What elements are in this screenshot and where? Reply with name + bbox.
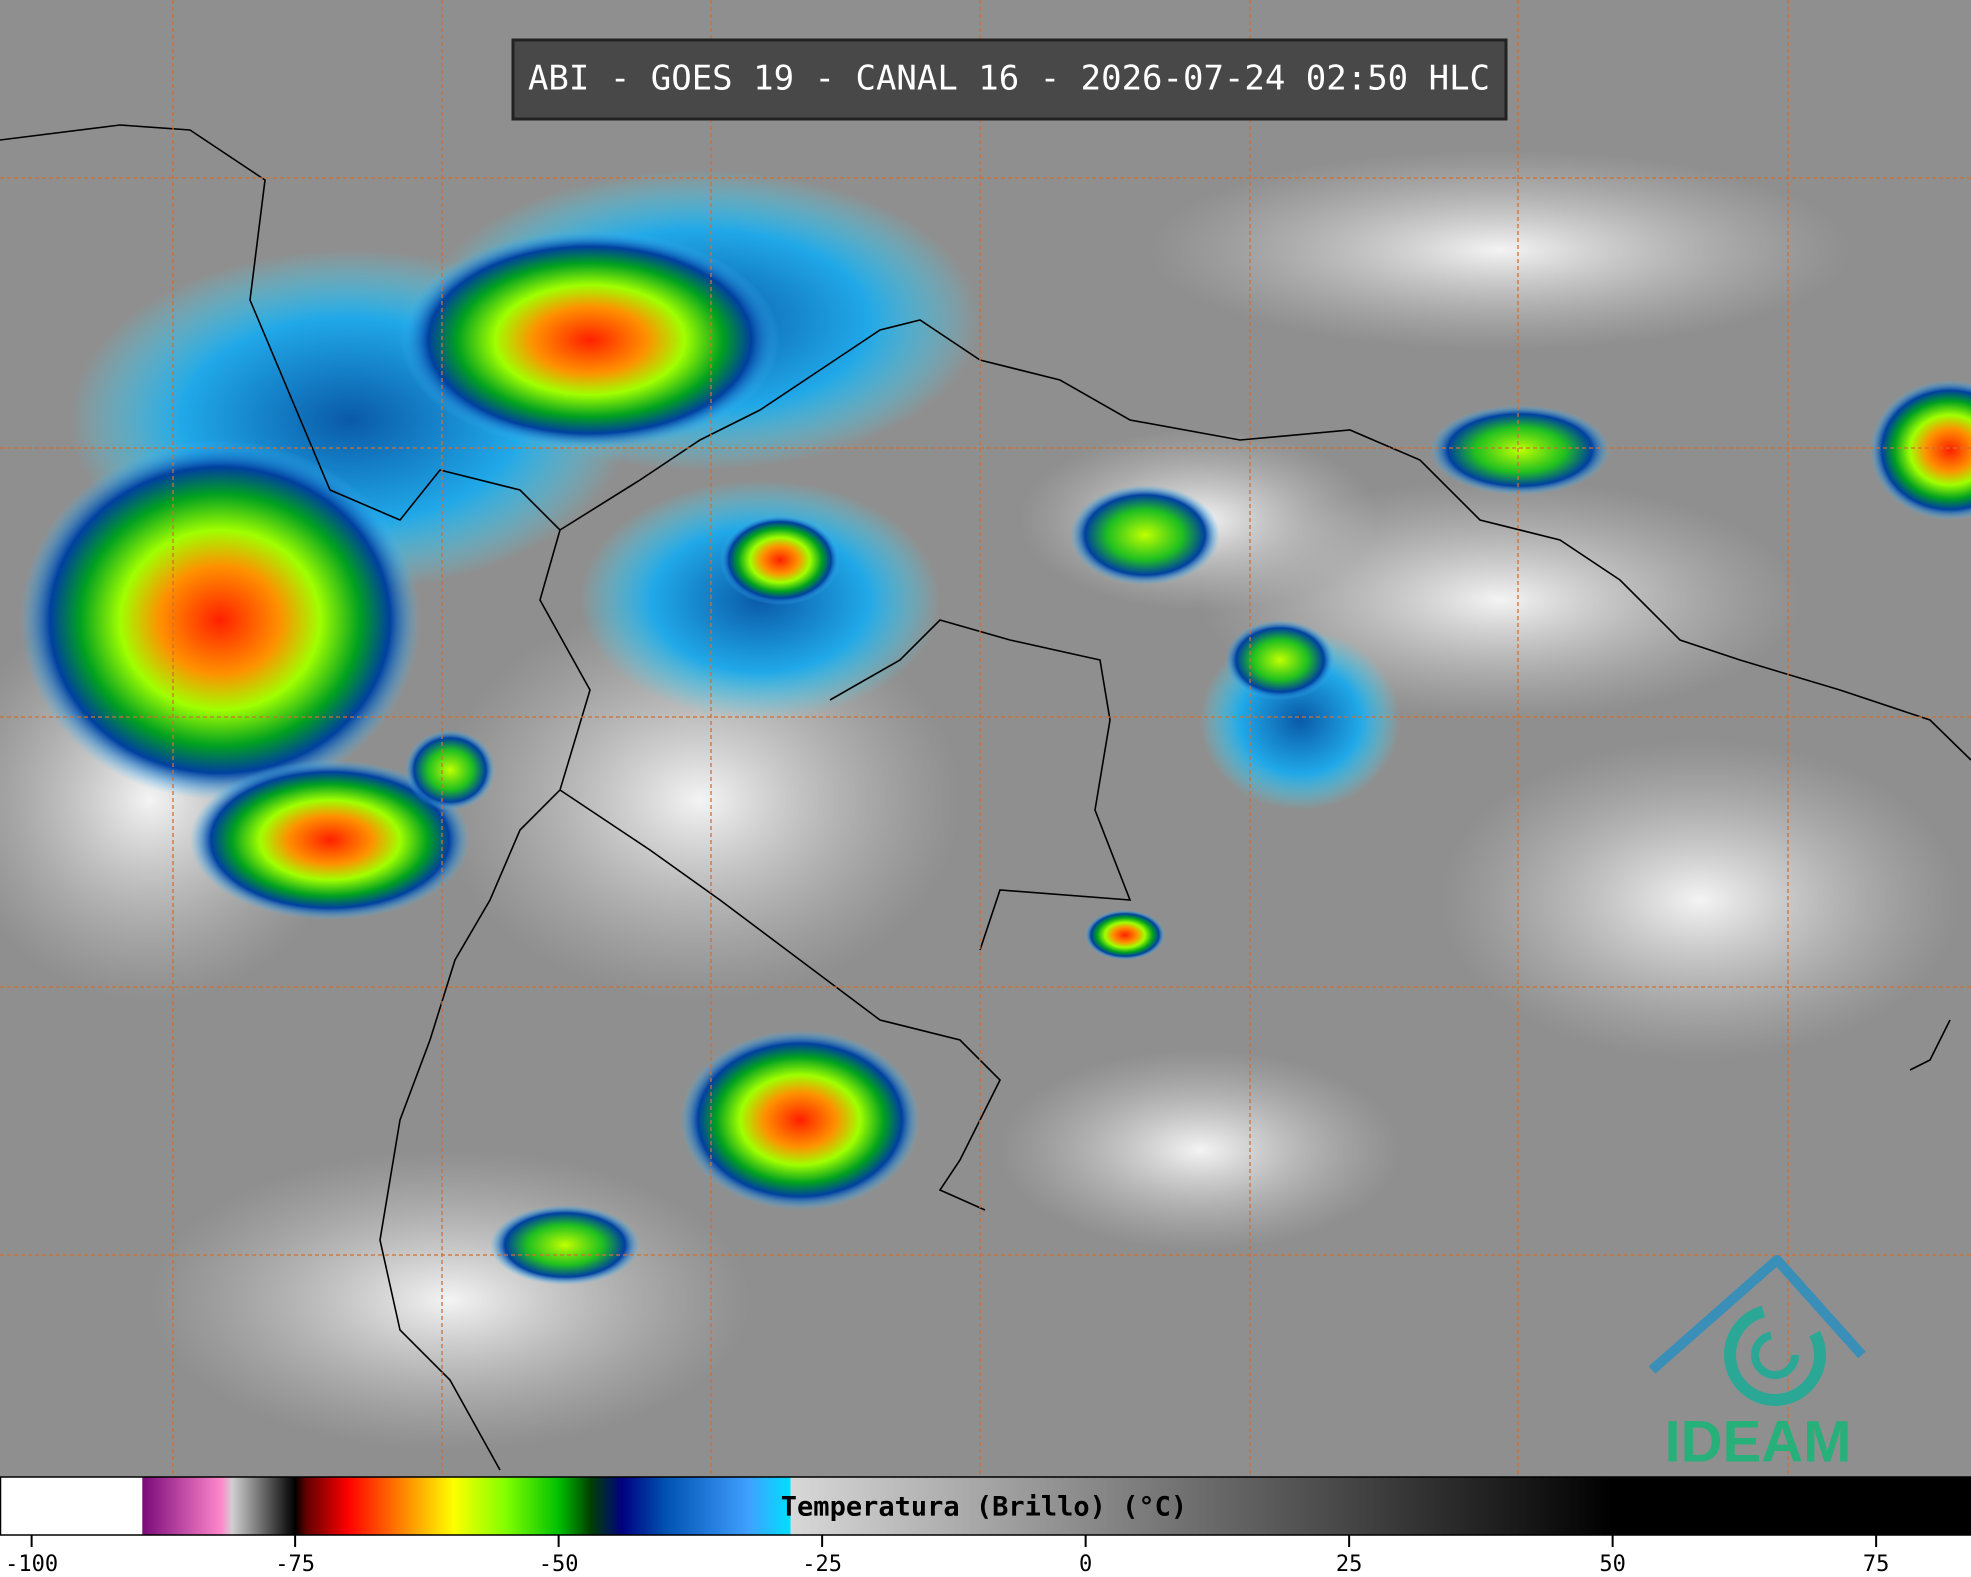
colorbar-segment	[621, 1477, 665, 1535]
colorbar-label: Temperatura (Brillo) (°C)	[781, 1492, 1187, 1523]
colorbar-segment	[295, 1477, 307, 1535]
colorbar-segment	[790, 1477, 1614, 1535]
colorbar-segment	[400, 1477, 454, 1535]
logo-text: IDEAM	[1665, 1409, 1852, 1474]
tick-label: -50	[539, 1552, 579, 1577]
colorbar-segment	[590, 1477, 623, 1535]
colorbar-segment	[142, 1477, 222, 1535]
tick-label: 75	[1863, 1552, 1890, 1577]
colorbar-segment	[453, 1477, 507, 1535]
colorbar-segment	[284, 1477, 296, 1535]
colorbar-segment	[347, 1477, 402, 1535]
tick-label: -25	[802, 1552, 842, 1577]
colorbar-segment	[1612, 1477, 1971, 1535]
colorbar-segment	[664, 1477, 749, 1535]
tick-label: 0	[1079, 1552, 1092, 1577]
colorbar-segment	[748, 1477, 792, 1535]
colorbar-segment	[231, 1477, 286, 1535]
title-box: ABI - GOES 19 - CANAL 16 - 2026-07-24 02…	[511, 38, 1508, 121]
colorbar-segment	[305, 1477, 349, 1535]
colorbar-segment	[558, 1477, 591, 1535]
colorbar-segment	[0, 1477, 143, 1535]
title: ABI - GOES 19 - CANAL 16 - 2026-07-24 02…	[528, 59, 1490, 99]
logo: IDEAM	[1648, 1255, 1866, 1474]
graticule	[0, 0, 1971, 1477]
tick-label: 50	[1599, 1552, 1626, 1577]
map	[0, 0, 1971, 1477]
colorbar: -100 -75 -50 -25 0 25 50 75	[0, 1476, 1971, 1577]
colorbar-segment	[221, 1477, 233, 1535]
tick-label: -100	[5, 1552, 58, 1577]
tick-label: 25	[1336, 1552, 1363, 1577]
colorbar-segment	[505, 1477, 560, 1535]
tick-label: -75	[275, 1552, 315, 1577]
